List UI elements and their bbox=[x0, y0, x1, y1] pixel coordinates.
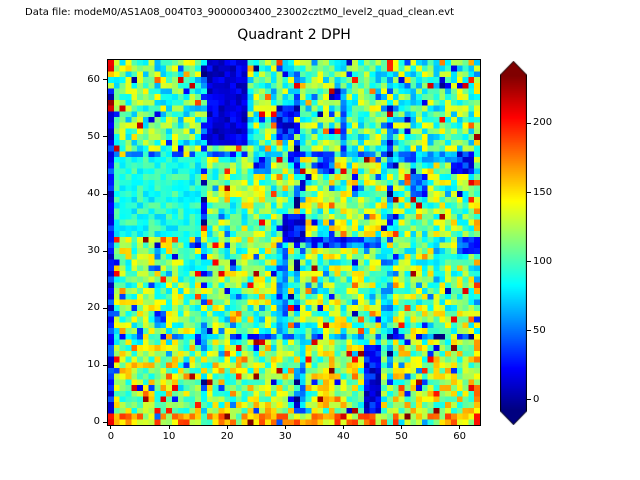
colorbar-tick-label: 150 bbox=[533, 186, 553, 198]
x-tick-mark bbox=[342, 425, 344, 429]
y-tick-label: 20 bbox=[87, 302, 100, 314]
x-tick-mark bbox=[226, 425, 228, 429]
x-tick-mark bbox=[168, 425, 170, 429]
x-tick-label: 30 bbox=[278, 431, 292, 442]
x-tick-mark bbox=[284, 425, 286, 429]
data-file-caption: Data file: modeM0/AS1A08_004T03_90000034… bbox=[25, 7, 455, 18]
y-tick-label: 60 bbox=[87, 73, 100, 85]
y-tick-label: 30 bbox=[87, 245, 100, 257]
colorbar-tick-label: 50 bbox=[533, 324, 546, 336]
y-tick-label: 0 bbox=[93, 416, 100, 428]
x-tick-mark bbox=[401, 425, 403, 429]
colorbar-tick-label: 200 bbox=[533, 117, 553, 129]
x-tick-mark bbox=[110, 425, 112, 429]
x-tick-label: 0 bbox=[107, 431, 115, 442]
x-tick-label: 50 bbox=[395, 431, 408, 442]
colorbar-tick-mark bbox=[527, 192, 531, 194]
colorbar-tick-mark bbox=[527, 122, 531, 124]
x-tick-mark bbox=[459, 425, 461, 429]
colorbar-tick-mark bbox=[527, 399, 531, 401]
y-tick-mark bbox=[103, 307, 107, 309]
y-tick-mark bbox=[103, 136, 107, 138]
colorbar-tick-label: 100 bbox=[533, 255, 553, 267]
x-tick-label: 20 bbox=[220, 431, 234, 442]
y-tick-mark bbox=[103, 193, 107, 195]
colorbar-tick-mark bbox=[527, 261, 531, 263]
x-tick-label: 60 bbox=[453, 431, 467, 442]
y-tick-mark bbox=[103, 250, 107, 252]
x-tick-label: 40 bbox=[337, 431, 350, 442]
heatmap-image bbox=[107, 59, 481, 426]
x-tick-label: 10 bbox=[162, 431, 176, 442]
chart-title: Quadrant 2 DPH bbox=[237, 27, 351, 43]
colorbar bbox=[500, 61, 527, 425]
y-tick-label: 40 bbox=[87, 188, 100, 200]
y-tick-label: 50 bbox=[87, 130, 100, 142]
y-tick-label: 10 bbox=[87, 359, 100, 371]
y-tick-mark bbox=[103, 364, 107, 366]
y-tick-mark bbox=[103, 421, 107, 423]
colorbar-tick-mark bbox=[527, 330, 531, 332]
y-tick-mark bbox=[103, 79, 107, 81]
colorbar-tick-label: 0 bbox=[533, 393, 540, 405]
